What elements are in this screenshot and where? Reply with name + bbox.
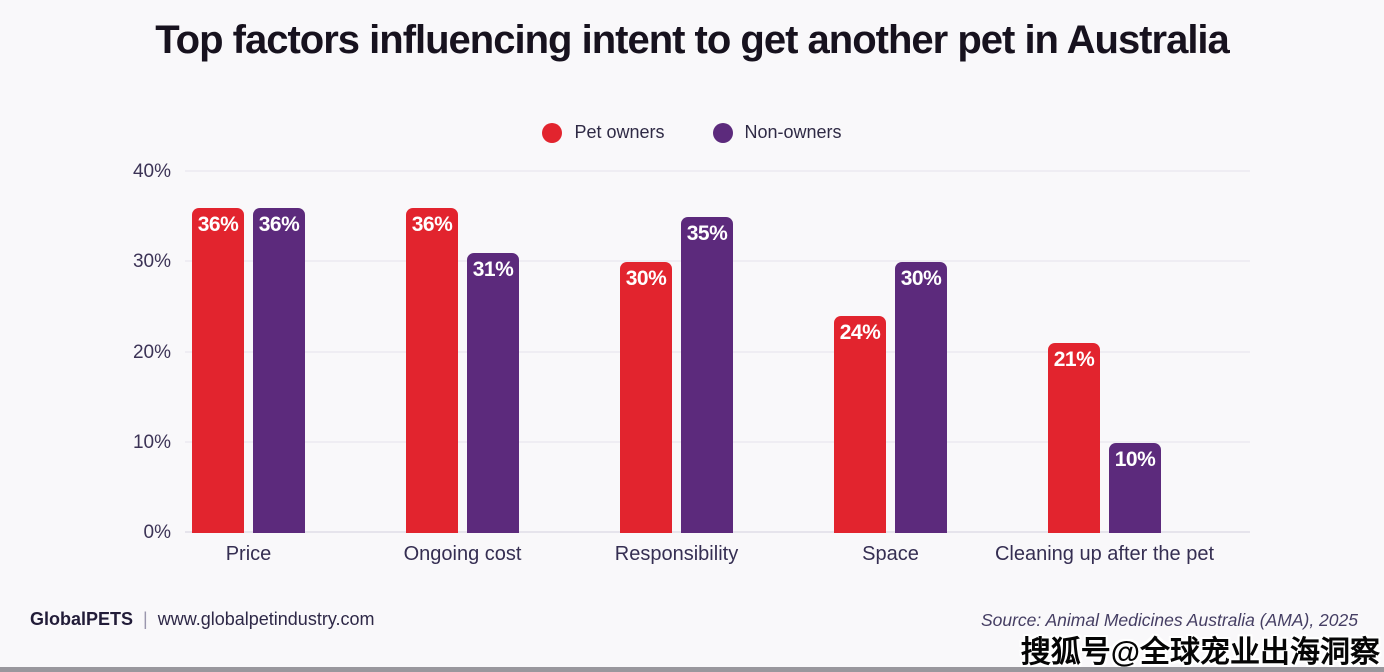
- bar-value-label: 24%: [839, 321, 881, 345]
- bar-value-label: 35%: [686, 222, 728, 246]
- bar-pet-owners-cleaning-up-after-the-pet: 21%: [1048, 343, 1100, 533]
- bar-pet-owners-responsibility: 30%: [620, 262, 672, 533]
- bar-value-label: 30%: [900, 267, 942, 291]
- plot-area: 0% 10% 20% 30% 40% 36% 36% Price 36% 31% Ongoing c…: [133, 150, 1250, 565]
- bar-non-owners-price: 36%: [253, 208, 305, 533]
- bar-value-label: 36%: [197, 213, 239, 237]
- bar-group-space: 24% 30% Space: [834, 150, 947, 565]
- page-title: Top factors influencing intent to get an…: [155, 18, 1230, 62]
- bar-group-price: 36% 36% Price: [192, 150, 305, 565]
- legend-item-pet-owners: Pet owners: [542, 122, 665, 143]
- chart-legend: Pet owners Non-owners: [0, 122, 1384, 143]
- bar-value-label: 10%: [1114, 447, 1156, 471]
- brand-name: GlobalPETS: [30, 609, 134, 629]
- bar-group-ongoing-cost: 36% 31% Ongoing cost: [404, 150, 521, 565]
- bar-value-label: 30%: [625, 267, 667, 291]
- bar-value-label: 36%: [258, 213, 300, 237]
- bar-pet-owners-space: 24%: [834, 316, 886, 533]
- footer-separator: |: [143, 609, 148, 629]
- legend-label: Pet owners: [574, 122, 665, 142]
- y-tick-20: 20%: [132, 341, 171, 363]
- website-url: www.globalpetindustry.com: [157, 609, 375, 629]
- bottom-edge-strip: [0, 667, 1384, 672]
- y-tick-30: 30%: [132, 251, 171, 273]
- source-citation: Source: Animal Medicines Australia (AMA)…: [980, 610, 1358, 630]
- y-tick-40: 40%: [132, 161, 171, 182]
- bar-value-label: 31%: [472, 258, 514, 282]
- watermark-text: 搜狐号@全球宠业出海洞察: [1020, 636, 1380, 669]
- bar-value-label: 21%: [1053, 348, 1095, 372]
- bar-non-owners-responsibility: 35%: [681, 217, 733, 533]
- bar-group-responsibility: 30% 35% Responsibility: [615, 150, 738, 565]
- bar-non-owners-cleaning-up-after-the-pet: 10%: [1109, 442, 1161, 533]
- pet-owners-dot-icon: [542, 122, 563, 143]
- gridline-40: [185, 170, 1250, 172]
- bar-pet-owners-ongoing-cost: 36%: [406, 208, 458, 533]
- category-label-cleaning-up-after-the-pet: Cleaning up after the pet: [994, 543, 1215, 565]
- y-tick-10: 10%: [132, 431, 171, 453]
- category-label-space: Space: [862, 543, 919, 565]
- bar-pet-owners-price: 36%: [192, 208, 244, 533]
- bar-group-cleaning-up-after-the-pet: 21% 10% Cleaning up after the pet: [995, 150, 1214, 565]
- category-label-ongoing-cost: Ongoing cost: [403, 543, 522, 565]
- legend-label: Non-owners: [744, 122, 842, 142]
- category-label-price: Price: [225, 543, 272, 565]
- footer-branding: GlobalPETS | www.globalpetindustry.com: [30, 609, 374, 630]
- bar-non-owners-space: 30%: [895, 262, 947, 533]
- y-tick-0: 0%: [143, 522, 171, 543]
- non-owners-dot-icon: [712, 122, 733, 143]
- bar-non-owners-ongoing-cost: 31%: [467, 253, 519, 533]
- category-label-responsibility: Responsibility: [614, 543, 739, 565]
- legend-item-non-owners: Non-owners: [712, 122, 842, 143]
- bar-value-label: 36%: [411, 213, 453, 237]
